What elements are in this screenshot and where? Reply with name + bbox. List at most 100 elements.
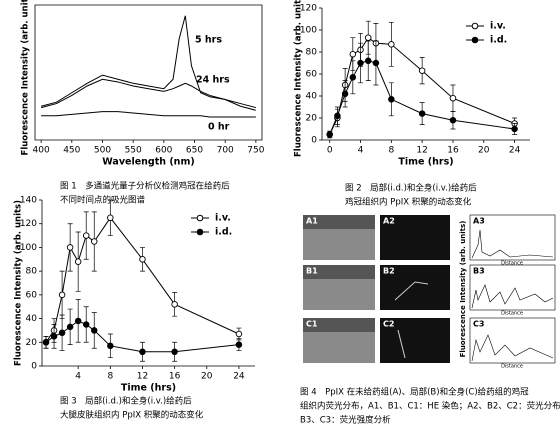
- x-tick-label: 12: [416, 146, 427, 156]
- panel-label: A1: [306, 217, 318, 226]
- axes: [41, 200, 255, 367]
- marker: [235, 341, 243, 348]
- marker: [388, 41, 395, 48]
- panel-y-label: Fluorescence Intensity (arb. units): [459, 221, 467, 358]
- y-tick-label: 40: [26, 314, 38, 324]
- marker: [511, 125, 518, 133]
- panel-x-label: Distance: [501, 364, 523, 370]
- x-tick-label: 20: [478, 146, 490, 156]
- x-tick-label: 24: [509, 146, 521, 156]
- marker: [74, 317, 82, 325]
- marker: [139, 256, 146, 263]
- caption: 大腿皮肤组织内 PpIX 积聚的动态变化: [60, 410, 204, 421]
- marker: [372, 59, 380, 67]
- marker: [418, 67, 426, 74]
- y-axis-label: Fluorescence Intensity (arb. units): [21, 0, 31, 155]
- x-tick-label: 750: [247, 146, 264, 156]
- x-tick-label: 16: [169, 372, 181, 382]
- legend-marker: [196, 214, 204, 222]
- panel-label: C2: [383, 320, 394, 329]
- legend-label: i.v.: [215, 213, 231, 224]
- marker: [82, 232, 90, 239]
- marker: [74, 258, 82, 265]
- x-tick-label: 20: [201, 372, 213, 382]
- y-tick-label: 0: [31, 362, 37, 372]
- marker: [449, 116, 457, 124]
- axes: [34, 4, 263, 141]
- x-tick-label: 0: [327, 146, 333, 156]
- marker: [58, 291, 66, 299]
- y-tick-label: 60: [306, 70, 318, 80]
- caption: 图 1 多通道光量子分析仪检测鸡冠在给药后: [60, 181, 230, 192]
- x-tick-label: 12: [137, 372, 148, 382]
- y-tick-label: 20: [306, 114, 318, 124]
- marker: [235, 330, 243, 338]
- x-axis-label: Wavelength (nm): [102, 157, 194, 168]
- panel-x-label: Distance: [501, 261, 523, 267]
- x-tick-label: 650: [186, 146, 203, 156]
- marker: [139, 348, 146, 356]
- x-tick-label: 24: [233, 372, 245, 382]
- marker: [364, 57, 372, 65]
- y-tick-label: 20: [26, 338, 38, 348]
- marker: [334, 112, 341, 120]
- x-tick-label: 8: [388, 146, 394, 156]
- y-tick-label: 80: [306, 48, 318, 58]
- legend-label: i.d.: [215, 227, 232, 238]
- series-label: 24 hrs: [196, 75, 230, 86]
- y-tick-label: 0: [311, 136, 317, 146]
- marker: [58, 329, 66, 337]
- y-tick-label: 120: [20, 219, 37, 229]
- panel-x-label: Distance: [501, 311, 523, 317]
- marker: [349, 50, 357, 58]
- y-tick-label: 80: [26, 267, 38, 277]
- x-tick-label: 4: [358, 146, 364, 156]
- x-tick-label: 700: [217, 146, 234, 156]
- marker: [349, 74, 357, 81]
- series-label: 0 hr: [208, 122, 230, 133]
- marker: [418, 110, 426, 117]
- marker: [364, 34, 372, 41]
- x-tick-label: 16: [447, 146, 459, 156]
- series-line: [41, 111, 256, 118]
- marker: [66, 323, 74, 331]
- x-tick-label: 400: [33, 146, 50, 156]
- caption: 组织内荧光分布，A1、B1、C1：HE 染色；A2、B2、C2：荧光分布；A3、: [300, 401, 560, 412]
- legend-marker: [196, 228, 204, 236]
- x-tick-label: 450: [63, 146, 80, 156]
- marker: [66, 244, 74, 251]
- marker: [171, 301, 178, 308]
- panel-label: A2: [383, 217, 395, 226]
- marker: [90, 238, 98, 245]
- marker: [341, 90, 349, 98]
- marker: [357, 59, 364, 67]
- legend-label: i.d.: [490, 35, 507, 46]
- marker: [388, 96, 395, 103]
- panel-label: B1: [306, 267, 318, 276]
- y-tick-label: 100: [20, 243, 37, 253]
- marker: [171, 348, 178, 356]
- legend-marker: [471, 22, 479, 30]
- caption: 鸡冠组织内 PpIX 积聚的动态变化: [345, 197, 472, 208]
- marker: [107, 342, 114, 350]
- marker: [90, 327, 98, 334]
- series-line: [41, 15, 256, 111]
- caption: 图 2 局部(i.d.)和全身(i.v.)给药后: [345, 183, 477, 194]
- series-label: 5 hrs: [195, 35, 222, 46]
- y-tick-label: 40: [306, 92, 318, 102]
- caption: 图 4 PpIX 在未给药组(A)、局部(B)和全身(C)给药组的鸡冠: [300, 387, 529, 398]
- caption: 图 3 局部(i.d.)和全身(i.v.)给药后: [60, 396, 192, 407]
- marker: [107, 214, 114, 222]
- panel-label: C1: [306, 320, 318, 329]
- panel-label: C3: [473, 320, 484, 329]
- y-tick-label: 100: [300, 26, 317, 36]
- legend-marker: [471, 36, 479, 44]
- x-tick-label: 8: [107, 372, 113, 382]
- panel-label: A3: [473, 217, 485, 226]
- y-tick-label: 60: [26, 290, 38, 300]
- x-tick-label: 550: [125, 146, 142, 156]
- marker: [326, 131, 333, 138]
- panel-label: B2: [383, 267, 395, 276]
- caption: 不同时间点的吸光图谱: [60, 195, 146, 206]
- marker: [50, 333, 58, 340]
